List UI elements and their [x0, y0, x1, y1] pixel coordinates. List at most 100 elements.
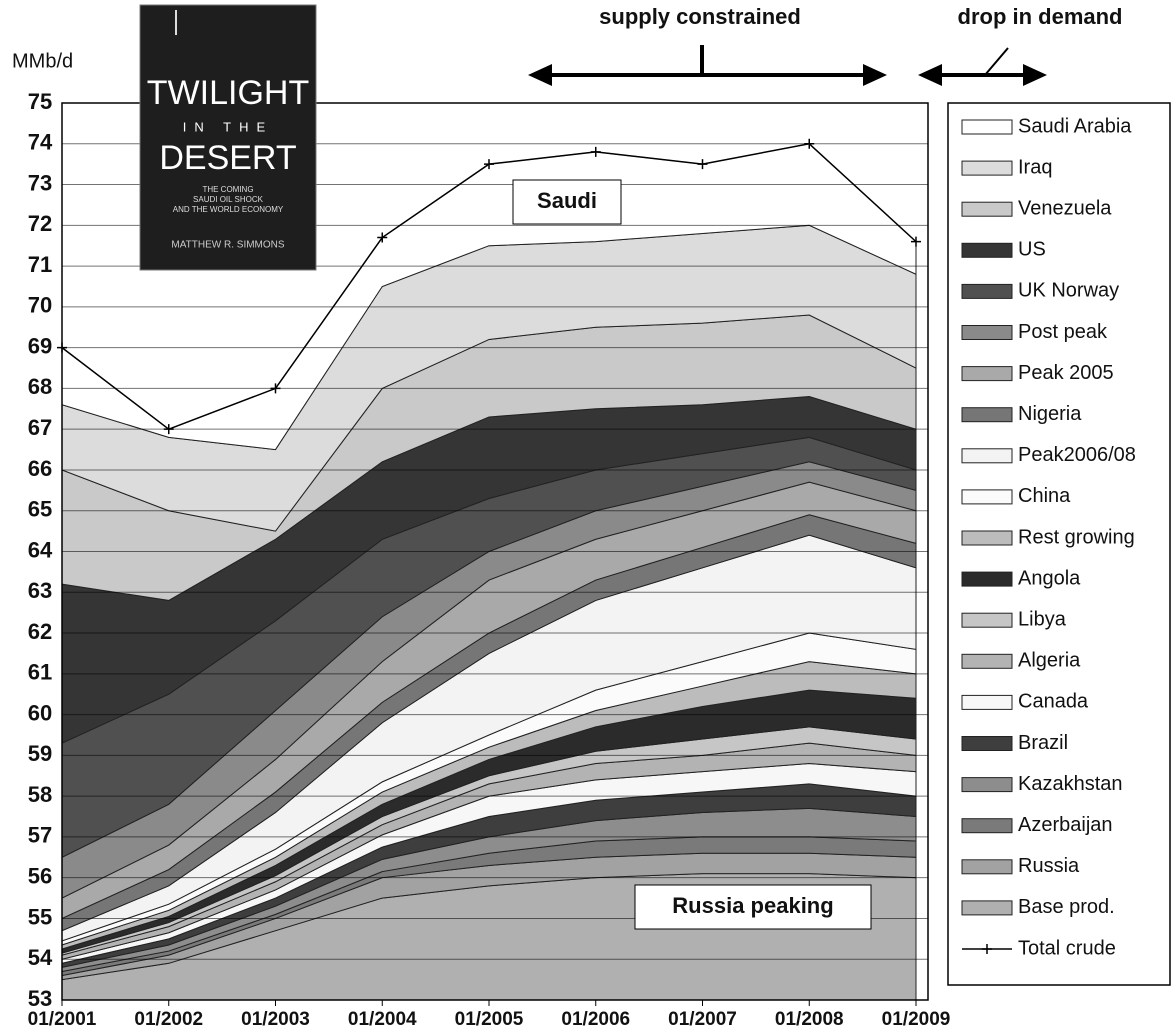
- legend-swatch: [961, 366, 1013, 382]
- total-marker: [697, 159, 708, 170]
- legend-label: Libya: [1018, 608, 1067, 630]
- legend-label: Rest growing: [1018, 526, 1135, 548]
- y-tick-label: 75: [28, 89, 52, 114]
- legend-swatch: [961, 653, 1013, 669]
- x-tick-label: 01/2003: [241, 1009, 310, 1030]
- legend-swatch: [982, 944, 992, 954]
- y-tick-label: 72: [28, 211, 52, 236]
- y-tick-label: 71: [28, 252, 52, 277]
- legend-swatch: [961, 530, 1013, 546]
- y-tick-label: 62: [28, 619, 52, 644]
- legend-swatch: [961, 694, 1013, 710]
- legend: Saudi Arabia Iraq Venezuela US UK Norway Post…: [961, 115, 1136, 959]
- book-text: THE COMING: [202, 185, 253, 194]
- legend-swatch: [961, 571, 1013, 587]
- y-tick-label: 61: [28, 660, 52, 685]
- annotation-box: [512, 179, 622, 225]
- legend-label: Algeria: [1018, 650, 1081, 672]
- legend-label: Angola: [1018, 567, 1081, 589]
- annotation-box: [634, 884, 872, 930]
- legend-swatch: [961, 201, 1013, 217]
- legend-label: China: [1018, 485, 1071, 507]
- legend-swatch: [961, 407, 1013, 423]
- total-marker: [590, 146, 601, 157]
- y-tick-label: 53: [28, 986, 52, 1011]
- legend-label: Canada: [1018, 691, 1089, 713]
- annotation: drop in demand: [958, 4, 1123, 29]
- y-tick-label: 54: [28, 945, 53, 970]
- x-tick-label: 01/2005: [455, 1009, 524, 1030]
- y-tick-label: 57: [28, 823, 52, 848]
- annotation: Saudi: [537, 188, 597, 213]
- legend-swatch: [961, 859, 1013, 875]
- y-tick-label: 73: [28, 170, 52, 195]
- legend-label: US: [1018, 239, 1046, 261]
- grid-layer: [62, 102, 928, 1001]
- y-tick-label: 69: [28, 333, 52, 358]
- legend-swatch: [961, 818, 1013, 834]
- legend-swatch: [961, 325, 1013, 340]
- x-tick-label: 01/2008: [775, 1009, 844, 1030]
- annotation: supply constrained: [599, 4, 801, 29]
- legend-label: Base prod.: [1018, 896, 1115, 918]
- y-tick-label: 65: [28, 497, 52, 522]
- plot-frame: [61, 102, 929, 1001]
- book-text: SAUDI OIL SHOCK: [193, 195, 264, 204]
- legend-label: Kazakhstan: [1018, 773, 1123, 795]
- y-tick-label: 60: [28, 700, 52, 725]
- book-text: TWILIGHT: [147, 74, 309, 112]
- legend-label: Saudi Arabia: [1018, 115, 1132, 137]
- legend-label: Brazil: [1018, 732, 1068, 754]
- y-tick-label: 58: [28, 782, 52, 807]
- legend-swatch: [961, 489, 1013, 505]
- x-tick-label: 01/2007: [668, 1009, 737, 1030]
- legend-label: Azerbaijan: [1018, 814, 1113, 836]
- legend-label: UK Norway: [1018, 280, 1119, 302]
- y-tick-label: 74: [28, 130, 53, 155]
- book-text: MATTHEW R. SIMMONS: [171, 240, 284, 251]
- y-tick-label: 63: [28, 578, 52, 603]
- total-marker: [163, 424, 174, 435]
- area-layer: [62, 143, 917, 1000]
- y-axis-label: MMb/d: [12, 50, 73, 72]
- legend-label: Venezuela: [1018, 197, 1112, 219]
- label-layer: 53 54 55 56 57 58 59 60 61 62 63 64 65 66 67 68 69 70 71 72…: [28, 89, 951, 1030]
- y-tick-label: 68: [28, 374, 52, 399]
- legend-swatch: [961, 736, 1013, 751]
- legend-swatch: [961, 777, 1013, 793]
- y-tick-label: 64: [28, 537, 53, 562]
- x-tick-label: 01/2009: [882, 1009, 951, 1030]
- legend-label: Peak2006/08: [1018, 444, 1136, 466]
- y-tick-label: 67: [28, 415, 52, 440]
- legend-swatch: [961, 242, 1013, 258]
- annotation: Russia peaking: [672, 893, 833, 918]
- legend-label: Peak 2005: [1018, 362, 1114, 384]
- book-text: IN THE: [183, 119, 273, 134]
- legend-swatch: [961, 119, 1013, 135]
- legend-label: Russia: [1018, 855, 1080, 877]
- arrows: [528, 45, 1047, 86]
- x-tick-label: 01/2004: [348, 1009, 417, 1030]
- y-tick-label: 70: [28, 293, 52, 318]
- total-marker: [804, 138, 815, 149]
- legend-swatch: [961, 283, 1013, 299]
- y-tick-label: 56: [28, 863, 52, 888]
- x-tick-label: 01/2001: [28, 1009, 97, 1030]
- total-marker: [911, 236, 921, 247]
- legend-swatch: [961, 612, 1013, 628]
- legend-label: Post peak: [1018, 321, 1108, 343]
- book-text: AND THE WORLD ECONOMY: [173, 205, 284, 214]
- legend-label: Total crude: [1018, 937, 1116, 959]
- legend-label: Nigeria: [1018, 403, 1082, 425]
- y-tick-label: 66: [28, 456, 52, 481]
- legend-swatch: [961, 448, 1013, 464]
- legend-label: Iraq: [1018, 156, 1052, 178]
- y-tick-label: 59: [28, 741, 52, 766]
- x-tick-label: 01/2002: [134, 1009, 203, 1030]
- book-text: DESERT: [159, 139, 296, 177]
- total-marker: [377, 232, 388, 243]
- y-tick-label: 55: [28, 904, 52, 929]
- total-marker: [484, 159, 494, 170]
- legend-swatch: [961, 900, 1013, 916]
